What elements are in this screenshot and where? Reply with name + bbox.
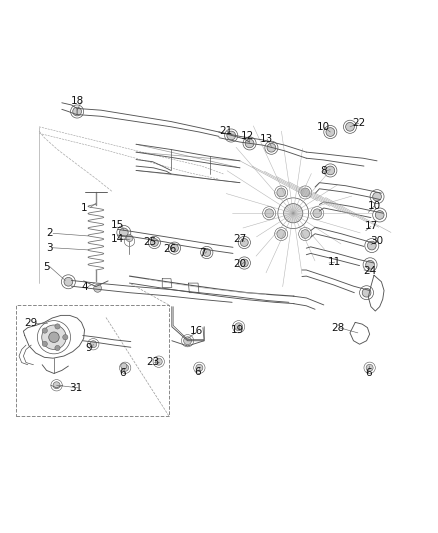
Circle shape [55, 345, 60, 351]
Circle shape [267, 143, 276, 152]
Circle shape [42, 328, 47, 333]
Circle shape [203, 248, 211, 256]
Text: 6: 6 [365, 368, 371, 378]
Circle shape [121, 363, 127, 369]
Circle shape [240, 239, 248, 246]
Text: 29: 29 [25, 318, 38, 328]
Circle shape [367, 241, 376, 250]
Circle shape [235, 323, 243, 330]
Circle shape [313, 209, 321, 217]
Circle shape [184, 337, 191, 345]
Circle shape [196, 364, 203, 372]
Circle shape [346, 123, 354, 131]
Text: 1: 1 [81, 203, 88, 213]
Circle shape [42, 341, 47, 346]
Circle shape [227, 131, 236, 140]
Circle shape [366, 364, 373, 372]
Circle shape [277, 188, 286, 197]
Circle shape [155, 358, 162, 365]
Circle shape [245, 139, 254, 148]
Text: 2: 2 [46, 228, 53, 238]
Circle shape [150, 239, 158, 246]
Text: 4: 4 [81, 281, 88, 292]
Circle shape [170, 244, 178, 252]
Circle shape [301, 230, 310, 238]
Text: 17: 17 [364, 221, 378, 231]
Text: 16: 16 [190, 326, 203, 336]
Circle shape [366, 261, 374, 269]
Text: 15: 15 [111, 220, 124, 230]
Text: 12: 12 [241, 132, 254, 141]
Circle shape [301, 188, 310, 197]
Text: 11: 11 [328, 257, 341, 267]
Text: 23: 23 [146, 357, 159, 367]
Text: 30: 30 [371, 236, 384, 246]
Circle shape [49, 332, 59, 343]
Circle shape [55, 324, 60, 329]
Text: 31: 31 [69, 383, 82, 393]
Circle shape [53, 382, 60, 389]
Circle shape [277, 230, 286, 238]
Circle shape [326, 128, 335, 136]
Circle shape [42, 325, 66, 350]
Text: 28: 28 [331, 322, 344, 333]
Text: 26: 26 [163, 244, 177, 254]
Circle shape [94, 285, 102, 292]
Circle shape [284, 204, 303, 223]
Text: 7: 7 [199, 248, 206, 259]
Text: 10: 10 [317, 122, 330, 132]
Circle shape [64, 277, 73, 286]
Text: 27: 27 [233, 234, 247, 244]
Text: 6: 6 [195, 367, 201, 377]
Circle shape [73, 107, 81, 116]
Text: 13: 13 [260, 134, 273, 144]
Circle shape [122, 364, 129, 372]
Text: 18: 18 [71, 96, 84, 107]
Text: 22: 22 [352, 118, 365, 128]
Text: 10: 10 [367, 201, 381, 211]
Circle shape [63, 335, 68, 340]
Circle shape [120, 228, 128, 237]
Text: 14: 14 [111, 234, 124, 244]
Text: 24: 24 [363, 266, 376, 276]
Text: 25: 25 [143, 237, 157, 247]
Text: 8: 8 [321, 166, 327, 176]
Circle shape [362, 288, 371, 297]
Circle shape [90, 341, 97, 348]
Text: 20: 20 [233, 260, 247, 269]
Circle shape [326, 166, 335, 175]
Circle shape [373, 192, 381, 201]
Circle shape [240, 259, 248, 267]
Text: 19: 19 [231, 325, 244, 335]
Circle shape [126, 235, 133, 241]
Text: 5: 5 [43, 262, 50, 271]
Text: 3: 3 [46, 243, 53, 253]
Text: 6: 6 [119, 368, 125, 378]
Circle shape [265, 209, 274, 217]
Text: 9: 9 [85, 343, 92, 353]
Text: 21: 21 [219, 126, 232, 136]
Circle shape [375, 211, 384, 220]
